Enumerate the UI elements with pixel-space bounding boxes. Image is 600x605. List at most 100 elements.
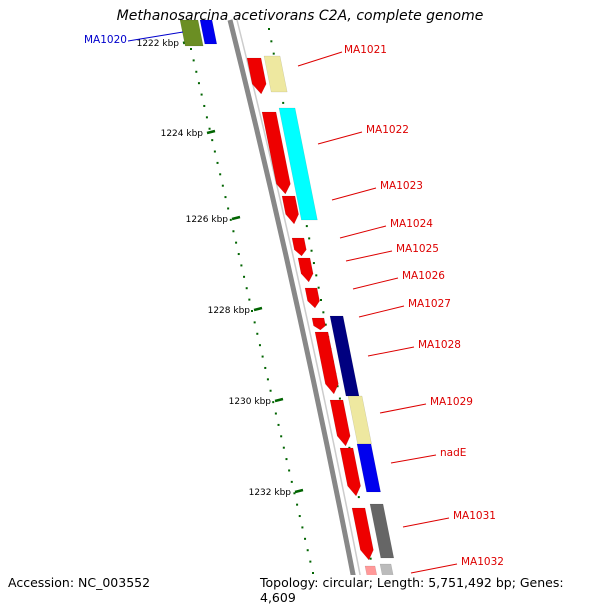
leader-line [297, 51, 343, 67]
tick-label: 1230 kbp [229, 397, 272, 407]
ruler-dot [306, 549, 309, 552]
tick-label: 1226 kbp [186, 215, 229, 225]
gene-ma1021-cds [246, 57, 267, 95]
ruler-dot-outer [305, 225, 308, 228]
tick-mark [274, 397, 284, 403]
genome-backbone-shadow [236, 19, 366, 600]
ruler-dot [280, 435, 283, 438]
ruler-dot [272, 401, 275, 404]
ruler-dot [221, 184, 224, 187]
ruler-dot [251, 310, 253, 312]
ruler-dot-outer [338, 397, 341, 400]
ruler-dot [200, 93, 203, 96]
ruler-dot-outer [369, 557, 372, 560]
gene-label: MA1032 [461, 556, 504, 568]
ruler-dot [229, 218, 232, 221]
leader-line [358, 305, 405, 318]
ruler-dot [235, 241, 238, 244]
ruler-dot-outer [272, 52, 275, 55]
leader-line [339, 225, 387, 239]
ruler-dot [309, 560, 312, 563]
ruler-dot [216, 161, 219, 164]
accession-label: Accession: NC_003552 [8, 575, 151, 590]
gene-label: MA1025 [396, 243, 439, 255]
leader-line [317, 131, 363, 145]
leader-line [402, 517, 450, 528]
blue-feature [199, 19, 218, 45]
leader-line [390, 454, 437, 464]
ruler-dot [285, 458, 288, 461]
ruler-dot [224, 196, 227, 199]
ruler-dot [290, 480, 293, 483]
ruler-dot-outer [320, 299, 322, 301]
ruler-dot [192, 59, 195, 62]
ruler-dot-outer [268, 28, 270, 30]
ruler-dot [237, 253, 240, 256]
ruler-dot-outer [336, 385, 339, 388]
ruler-dot [227, 207, 230, 210]
tick-label: 1232 kbp [249, 488, 292, 498]
gene-label: MA1026 [402, 270, 445, 282]
ruler-dot [266, 378, 269, 381]
ruler-dot-outer [322, 311, 325, 314]
gene-label: MA1027 [408, 298, 451, 310]
ruler-dot-outer [324, 323, 327, 326]
gene-label: MA1029 [430, 396, 473, 408]
ruler-dot [208, 127, 211, 130]
ruler-dot [293, 492, 296, 495]
ruler-dot [190, 48, 192, 50]
tick-label: 1224 kbp [161, 129, 204, 139]
ruler-dot [203, 104, 206, 107]
gene-ma1028-cds [314, 331, 339, 395]
leader-line [352, 277, 399, 290]
yellow-feature-2 [347, 395, 372, 445]
leader-line [379, 403, 427, 414]
gene-label: nadE [440, 447, 466, 459]
gene-nade-cds [339, 447, 361, 497]
tick-label: 1222 kbp [137, 39, 180, 49]
tick-mark [231, 215, 241, 221]
gene-ma1024-cds [291, 237, 307, 257]
leader-line [331, 187, 377, 201]
ruler-dot [264, 366, 267, 369]
ruler-dot [288, 469, 291, 472]
ruler-dot [269, 389, 272, 392]
ruler-dot [296, 503, 299, 506]
topology-label: Topology: circular; Length: 5,751,492 bp… [260, 575, 600, 605]
ruler-dot [240, 264, 243, 267]
ruler-dot-outer [315, 274, 318, 277]
ruler-dot [232, 230, 235, 233]
tick-mark [206, 129, 216, 135]
ruler-dot [197, 82, 200, 85]
ruler-dot-outer [312, 262, 315, 265]
gene-label: MA1031 [453, 510, 496, 522]
gray-feature [369, 503, 395, 559]
gene-ma1031-cds [351, 507, 374, 561]
ruler-dot [248, 298, 251, 301]
blue-feature-2 [356, 443, 381, 493]
ruler-dot [219, 173, 222, 176]
gene-label: MA1020 [84, 34, 127, 46]
ruler-dot-outer [308, 237, 311, 240]
ruler-dot [301, 526, 304, 529]
gene-ma1029-cds [329, 399, 351, 447]
gene-ma1027-cds [311, 317, 326, 331]
ruler-dot-outer [357, 496, 360, 499]
ruler-dot [243, 275, 246, 278]
tick-label: 1228 kbp [208, 306, 251, 316]
ruler-dot [245, 287, 248, 290]
ruler-dot [304, 537, 307, 540]
leader-line [410, 563, 458, 574]
ruler-dot [312, 572, 314, 574]
cyan-feature [278, 107, 318, 221]
ruler-dot [274, 412, 277, 415]
leader-line [127, 31, 184, 42]
ruler-dot [213, 150, 216, 153]
ruler-dot [298, 515, 301, 518]
gene-label: MA1021 [344, 44, 387, 56]
ruler-dot [256, 332, 259, 335]
ruler-dot-outer [317, 286, 320, 289]
ruler-dot [211, 139, 214, 142]
olive-feature [179, 19, 204, 47]
yellow-feature [263, 55, 288, 93]
